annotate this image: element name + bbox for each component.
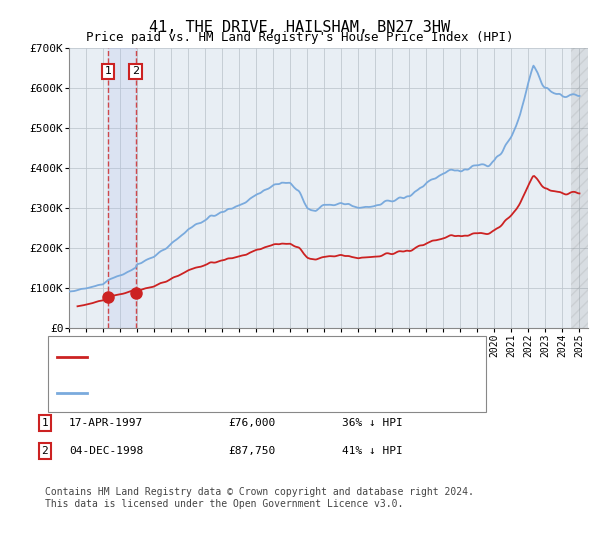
Text: 1: 1 (41, 418, 49, 428)
Text: 2: 2 (41, 446, 49, 456)
Text: 41% ↓ HPI: 41% ↓ HPI (342, 446, 403, 456)
Text: 41, THE DRIVE, HAILSHAM, BN27 3HW: 41, THE DRIVE, HAILSHAM, BN27 3HW (149, 20, 451, 35)
Text: Price paid vs. HM Land Registry's House Price Index (HPI): Price paid vs. HM Land Registry's House … (86, 31, 514, 44)
Text: 1: 1 (104, 67, 112, 76)
Bar (108, 48, 136, 328)
Text: 17-APR-1997: 17-APR-1997 (69, 418, 143, 428)
Text: HPI: Average price, detached house, Wealden: HPI: Average price, detached house, Weal… (93, 388, 383, 398)
Text: 36% ↓ HPI: 36% ↓ HPI (342, 418, 403, 428)
Bar (571, 48, 588, 328)
Text: 04-DEC-1998: 04-DEC-1998 (69, 446, 143, 456)
Text: Contains HM Land Registry data © Crown copyright and database right 2024.
This d: Contains HM Land Registry data © Crown c… (45, 487, 474, 509)
Text: 2: 2 (132, 67, 139, 76)
Text: £87,750: £87,750 (228, 446, 275, 456)
Text: £76,000: £76,000 (228, 418, 275, 428)
Text: 41, THE DRIVE, HAILSHAM, BN27 3HW (detached house): 41, THE DRIVE, HAILSHAM, BN27 3HW (detac… (93, 352, 431, 362)
